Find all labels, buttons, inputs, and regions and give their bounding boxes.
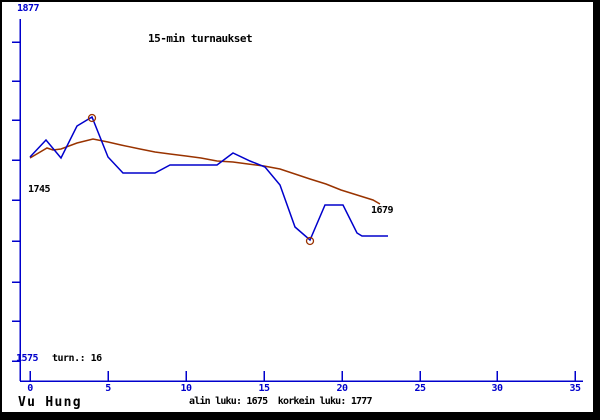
highest-point-marker — [87, 113, 97, 123]
x-axis-tick-label: 5 — [105, 383, 111, 394]
x-axis-tick-label: 0 — [27, 383, 33, 394]
y-axis-max-label: 1877 — [17, 3, 40, 14]
x-axis-tick-label: 25 — [414, 383, 426, 394]
frame-left — [0, 0, 2, 420]
x-axis-tick-label: 30 — [491, 383, 503, 394]
x-axis-tick-label: 15 — [258, 383, 270, 394]
rating-line — [29, 115, 388, 242]
y-axis-min-label: 1575 — [16, 353, 39, 364]
frame-right — [593, 0, 600, 420]
tournament-count-label: turn.: 16 — [52, 353, 102, 364]
trend-line — [29, 138, 381, 205]
end-value-label: 1679 — [371, 205, 394, 216]
chart-title: 15-min turnaukset — [148, 32, 253, 45]
x-axis-tick-label: 10 — [180, 383, 192, 394]
footer-player-name: Vu Hung — [18, 395, 82, 410]
frame-top — [0, 0, 600, 2]
start-value-label: 1745 — [28, 184, 51, 195]
x-axis-tick-label: 20 — [336, 383, 348, 394]
lowest-point-marker — [305, 236, 315, 246]
frame-bottom — [0, 412, 600, 420]
footer-stats: alin luku: 1675 korkein luku: 1777 — [189, 396, 373, 407]
x-axis-tick-label: 35 — [569, 383, 581, 394]
